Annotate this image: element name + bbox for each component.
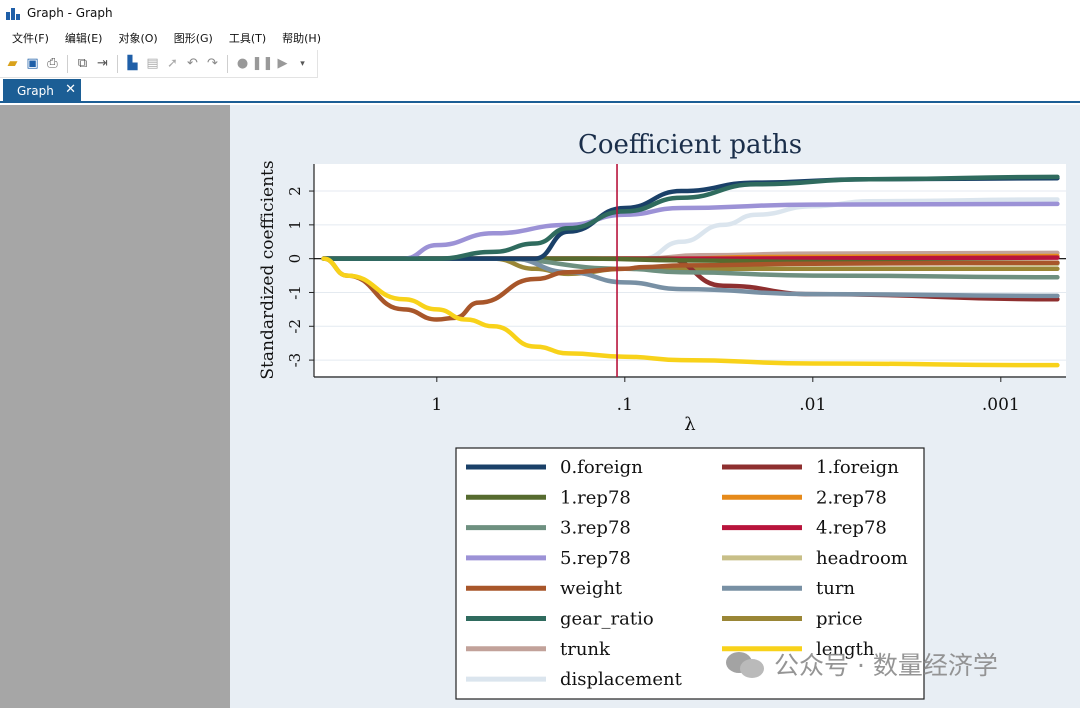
legend-label: 5.rep78 (560, 548, 631, 569)
series-line-length (321, 256, 1060, 368)
open-icon[interactable]: ▰ (7, 56, 18, 71)
rename-icon[interactable]: ⇥ (97, 56, 108, 71)
legend-label: price (816, 609, 863, 630)
pointer-icon[interactable]: ➚ (167, 56, 178, 71)
series-line-weight (321, 256, 1060, 322)
graph-canvas: 2 1 0 -1 -2 -3 1 .1 .01 .001 Coefficient paths S… (230, 105, 1080, 708)
toolbar-separator (117, 54, 118, 73)
play-icon[interactable]: ▶ (277, 56, 288, 71)
toolbar-separator (227, 54, 228, 73)
tab-strip: Graph ✕ (0, 78, 1080, 103)
legend: 0.foreign 1.foreign 1.rep78 2.rep78 3.rep78 4… (466, 457, 908, 690)
wechat-icon (726, 649, 766, 679)
series-line-gear-ratio (321, 174, 1060, 261)
window-title: Graph - Graph (27, 6, 113, 20)
y-tick-label: -1 (286, 285, 304, 300)
watermark-text: 公众号 · 数量经济学 (774, 651, 998, 680)
menu-object[interactable]: 对象(O) (118, 32, 158, 45)
legend-label: displacement (560, 669, 683, 690)
copy-icon[interactable]: ⧉ (77, 56, 88, 71)
x-tick-label: .001 (982, 395, 1020, 415)
x-tick-label: 1 (431, 395, 442, 415)
menu-help[interactable]: 帮助(H) (282, 32, 321, 45)
stata-graph-icon (6, 6, 21, 20)
save-icon[interactable]: ▣ (26, 56, 39, 71)
legend-label: weight (560, 578, 623, 599)
legend-label: length (816, 639, 875, 660)
graph-editor-icon[interactable]: ▙ (127, 56, 138, 71)
x-axis-ticks: 1 .1 .01 .001 (431, 377, 1020, 415)
pause-icon[interactable]: ❚❚ (251, 56, 274, 71)
y-axis-ticks: 2 1 0 -1 -2 -3 (286, 186, 314, 367)
tab-graph[interactable]: Graph ✕ (3, 79, 81, 103)
window-titlebar: Graph - Graph (0, 0, 1080, 26)
left-gray-pane (0, 105, 230, 708)
menu-file[interactable]: 文件(F) (12, 32, 49, 45)
chart-title: Coefficient paths (578, 130, 802, 160)
properties-icon[interactable]: ▤ (146, 56, 159, 71)
menu-bar: 文件(F) 编辑(E) 对象(O) 图形(G) 工具(T) 帮助(H) (0, 26, 1080, 50)
legend-label: 0.foreign (560, 457, 643, 478)
legend-label: 4.rep78 (816, 518, 887, 539)
y-tick-label: 0 (286, 254, 304, 264)
legend-label: 3.rep78 (560, 518, 631, 539)
x-tick-label: .01 (799, 395, 826, 415)
watermark: 公众号 · 数量经济学 (726, 646, 998, 682)
y-tick-label: -2 (286, 319, 304, 334)
y-axis-label: Standardized coefficients (258, 160, 278, 379)
tab-graph-label: Graph (17, 84, 54, 98)
undo-icon[interactable]: ↶ (187, 56, 198, 71)
y-tick-label: -3 (286, 353, 304, 368)
redo-icon[interactable]: ↷ (207, 56, 218, 71)
toolbar-separator (67, 54, 68, 73)
legend-box (455, 447, 925, 700)
menu-tools[interactable]: 工具(T) (228, 32, 267, 45)
print-icon[interactable]: ⎙ (47, 56, 58, 71)
menu-edit[interactable]: 编辑(E) (64, 32, 103, 45)
close-icon[interactable]: ✕ (65, 82, 76, 97)
legend-label: turn (816, 578, 855, 599)
coefficient-series (321, 174, 1060, 368)
x-tick-label: .1 (617, 395, 633, 415)
legend-label: 1.foreign (816, 457, 899, 478)
legend-label: 2.rep78 (816, 487, 887, 508)
legend-label: headroom (816, 548, 908, 569)
legend-label: 1.rep78 (560, 487, 631, 508)
legend-label: trunk (560, 639, 611, 660)
menu-graph[interactable]: 图形(G) (173, 32, 213, 45)
legend-label: gear_ratio (560, 609, 654, 630)
record-icon[interactable]: ● (236, 56, 249, 71)
dropdown-icon[interactable]: ▾ (300, 58, 305, 69)
coefficient-paths-chart: 2 1 0 -1 -2 -3 1 .1 .01 .001 Coefficient paths S… (230, 105, 1080, 708)
y-tick-label: 2 (286, 186, 304, 196)
y-tick-label: 1 (286, 220, 304, 230)
toolbar: ▰ ▣ ⎙ ⧉ ⇥ ▙ ▤ ➚ ↶ ↷ ● ❚❚ ▶ ▾ (0, 50, 318, 78)
x-axis-label: λ (684, 414, 695, 435)
